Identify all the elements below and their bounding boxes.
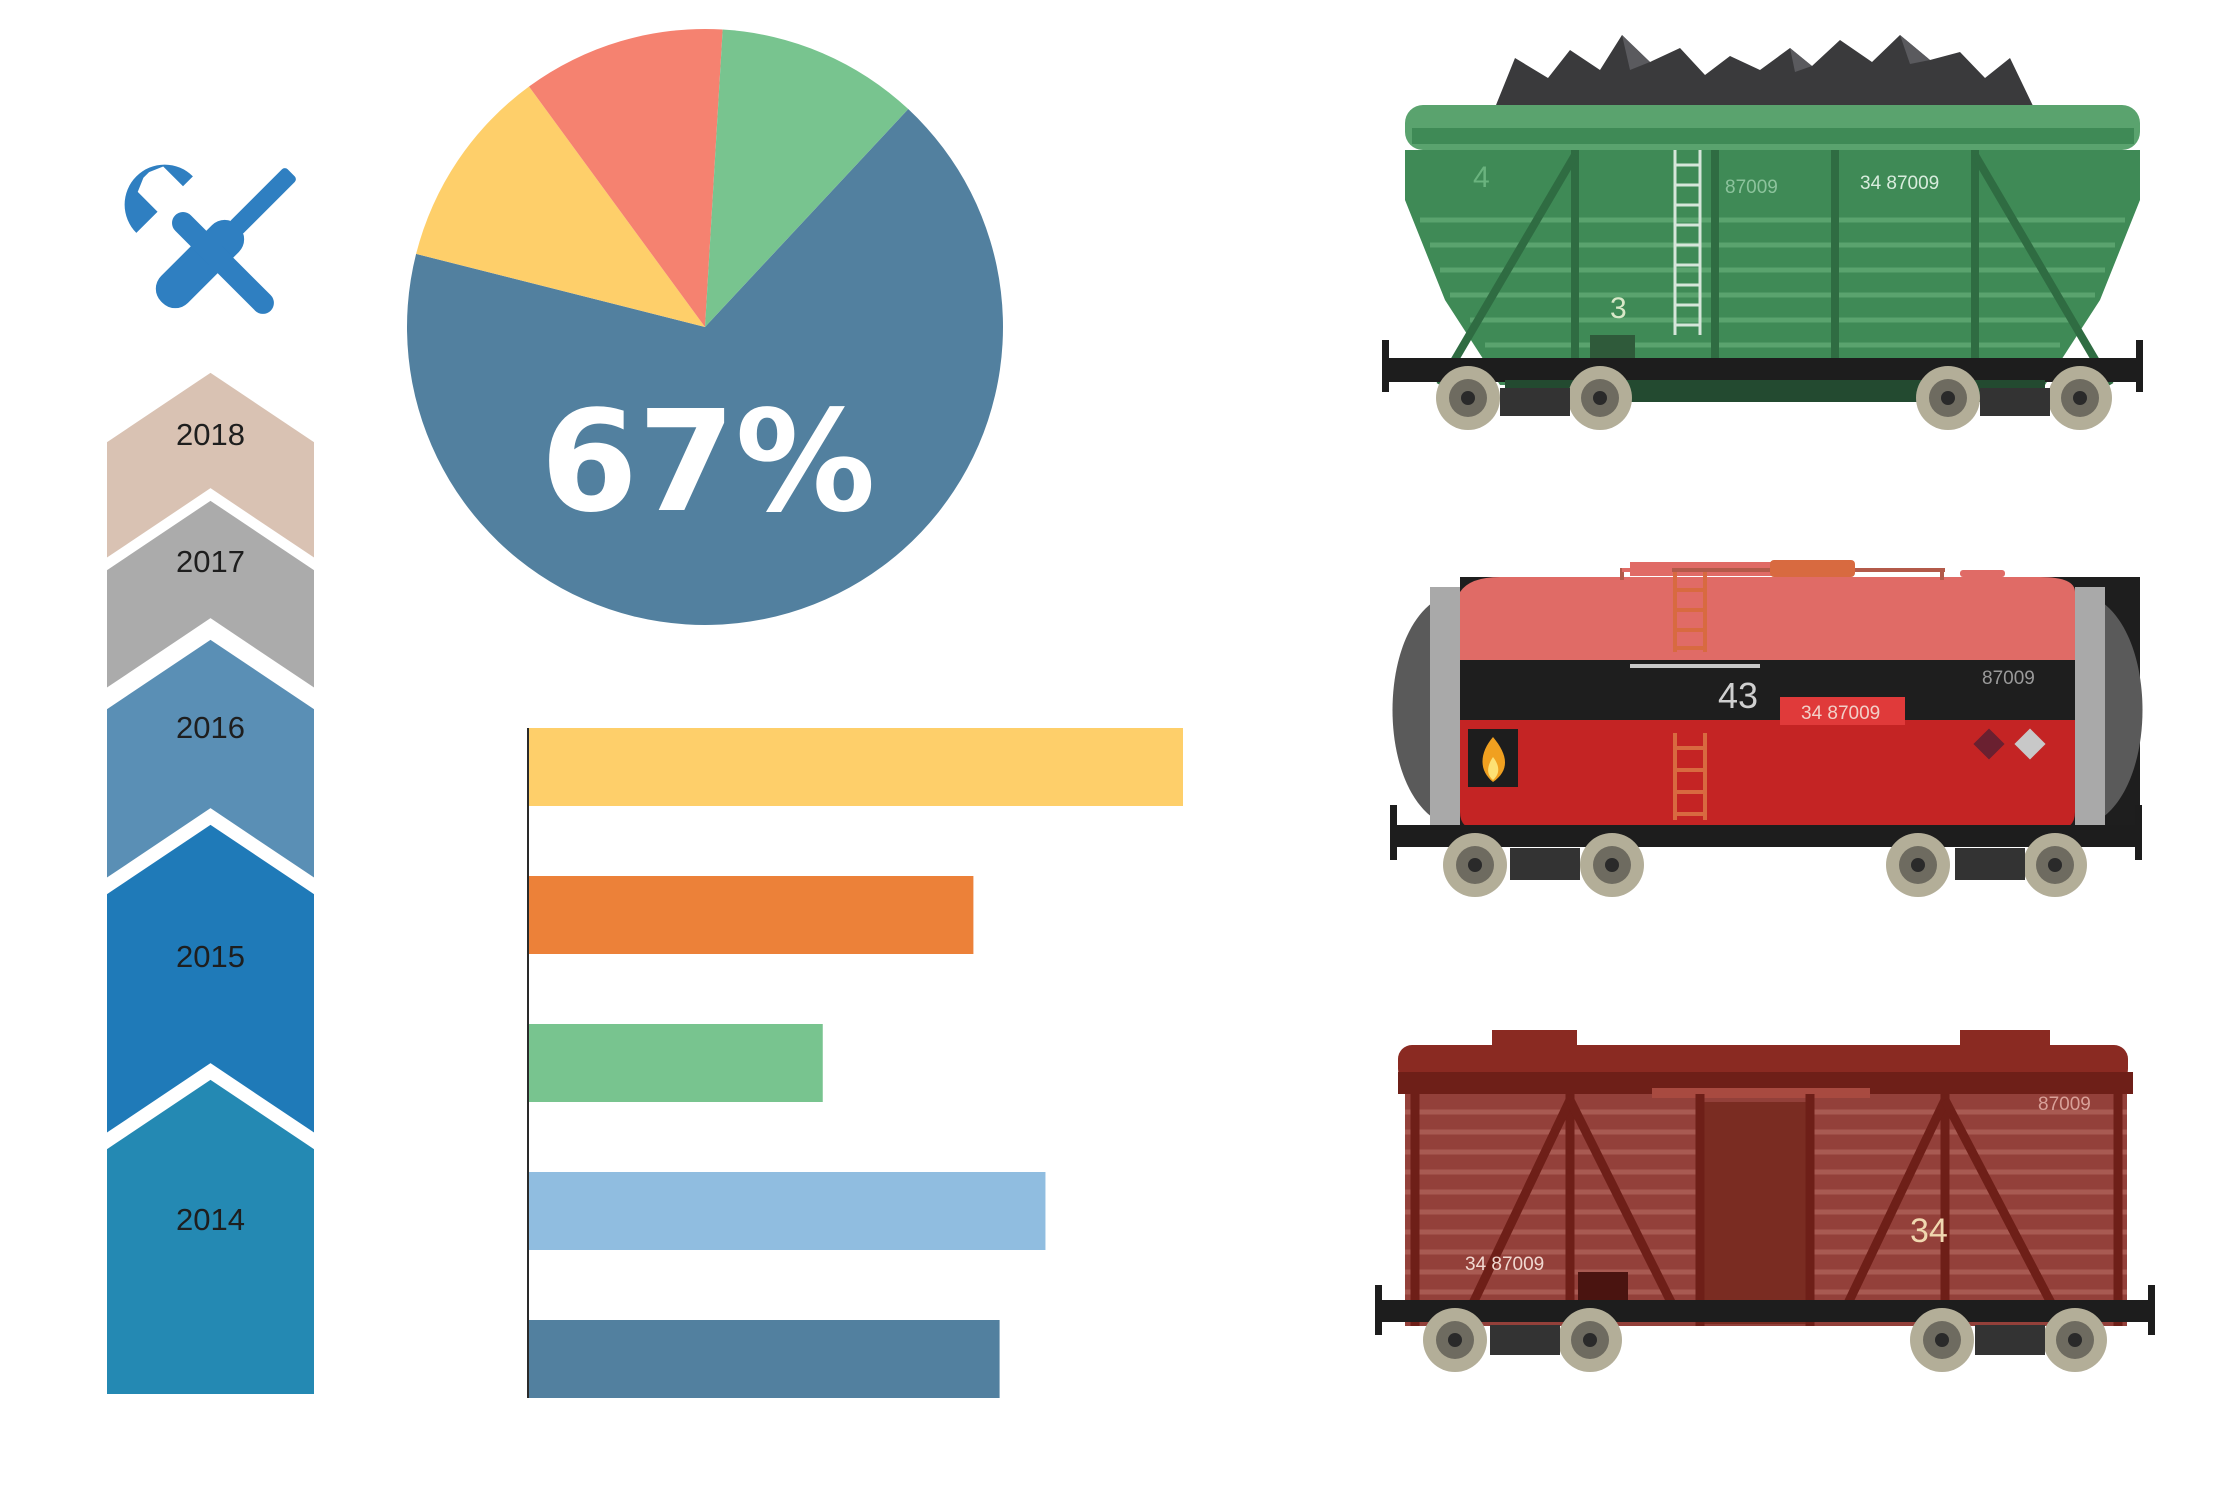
tank-full-code: 34 87009 [1801,703,1880,724]
hopper-wagon: 4 3 87009 34 87009 [1382,35,2143,430]
hopper-side-number: 3 [1610,292,1627,325]
bar [528,1320,1000,1398]
pie-chart [407,29,1003,625]
tank-wagon: 43 87009 34 87009 [1390,560,2143,897]
year-timeline: 2018 2017 2016 2015 2014 [99,363,322,1402]
boxcar-full-code: 34 87009 [1465,1254,1544,1275]
timeline-year-label: 2015 [176,939,245,974]
bar [528,876,974,954]
timeline-chevron-2016 [99,630,322,893]
timeline-year-label: 2016 [176,710,245,745]
boxcar-code: 87009 [2038,1094,2091,1115]
pie-percent-label: 67% [540,381,875,544]
bar-chart [528,728,1183,1398]
box-wagon: 87009 34 34 87009 [1375,1030,2155,1372]
bar [528,1024,823,1102]
timeline-chevron-2017 [99,491,322,703]
timeline-year-label: 2018 [176,417,245,452]
pie-slice [705,29,909,327]
timeline-year-label: 2017 [176,544,245,579]
hopper-wheels [1436,366,2112,430]
hopper-code: 87009 [1725,177,1778,198]
boxcar-number: 34 [1910,1212,1948,1250]
tank-number: 43 [1718,675,1758,716]
timeline-year-label: 2014 [176,1202,245,1237]
boxcar-wheels [1423,1308,2107,1372]
timeline-chevron-2015 [99,815,322,1148]
hopper-full-code: 34 87009 [1860,173,1939,194]
tank-wheels [1443,833,2087,897]
pie-slice [416,86,705,328]
bar [528,728,1183,806]
flame-icon [1468,729,1518,787]
hopper-end-number: 4 [1473,161,1490,194]
timeline-chevron-2014 [99,1070,322,1402]
wrench-screwdriver-icon [124,164,296,314]
tank-code: 87009 [1982,668,2035,689]
bar [528,1172,1046,1250]
pie-slice [528,29,723,328]
pie-slice [407,109,1003,625]
